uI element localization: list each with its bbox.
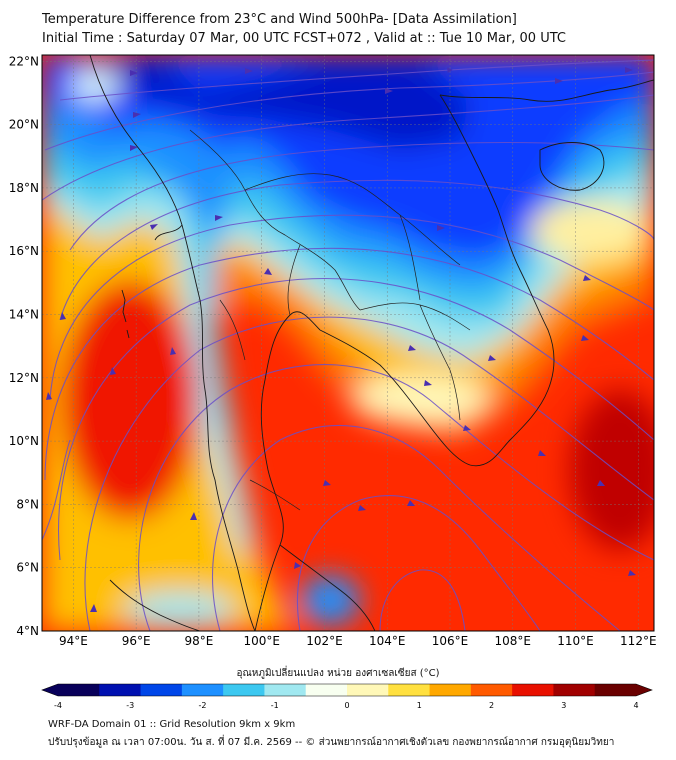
temperature-field bbox=[42, 55, 654, 631]
colorbar-tick-labels: -4 -3 -2 -1 0 1 2 3 4 bbox=[54, 701, 639, 710]
lat-tick-label: 6°N bbox=[16, 561, 39, 575]
colorbar-tick-label: -2 bbox=[199, 701, 207, 710]
colorbar-tick-label: 3 bbox=[561, 701, 566, 710]
lon-tick-label: 106°E bbox=[432, 634, 469, 648]
latitude-tick-labels: 4°N 6°N 8°N 10°N 12°N 14°N 16°N 18°N 20°N 22°N bbox=[9, 54, 39, 638]
coastlines bbox=[89, 55, 654, 631]
lat-tick-label: 20°N bbox=[9, 118, 39, 132]
lon-tick-label: 108°E bbox=[495, 634, 532, 648]
longitude-tick-labels: 94°E 96°E 98°E 100°E 102°E 104°E 106°E 108°E 110… bbox=[59, 634, 657, 648]
chart-title: Temperature Difference from 23°C and Win… bbox=[42, 12, 517, 27]
lon-tick-label: 98°E bbox=[184, 634, 213, 648]
lat-tick-label: 10°N bbox=[9, 434, 39, 448]
lon-tick-label: 96°E bbox=[122, 634, 151, 648]
lon-tick-label: 94°E bbox=[59, 634, 88, 648]
colorbar-tick-label: -4 bbox=[54, 701, 62, 710]
colorbar-tick-label: -1 bbox=[271, 701, 279, 710]
lat-tick-label: 16°N bbox=[9, 244, 39, 258]
colorbar-segment bbox=[305, 684, 348, 696]
colorbar-segment bbox=[58, 684, 100, 696]
colorbar-title: อุณหภูมิเปลี่ยนแปลง หน่วย องศาเซลเซียส (… bbox=[236, 668, 440, 679]
wind-streamlines bbox=[42, 59, 654, 631]
colorbar-segments bbox=[41, 683, 653, 697]
colorbar-segment bbox=[99, 684, 142, 696]
lon-tick-label: 102°E bbox=[306, 634, 343, 648]
colorbar-segment bbox=[388, 684, 431, 696]
colorbar-min-extend bbox=[42, 684, 58, 696]
colorbar-segment bbox=[223, 684, 265, 696]
wind-arrows bbox=[46, 67, 636, 612]
colorbar-segment bbox=[429, 684, 472, 696]
colorbar-tick-label: 1 bbox=[417, 701, 422, 710]
colorbar-segment bbox=[140, 684, 183, 696]
colorbar-frame bbox=[41, 683, 653, 697]
colorbar: -4 -3 -2 -1 0 1 2 3 4 bbox=[41, 683, 653, 710]
footer-model-info: WRF-DA Domain 01 :: Grid Resolution 9km … bbox=[48, 719, 296, 730]
colorbar-segment bbox=[470, 684, 513, 696]
footer-update-info: ปรับปรุงข้อมูล ณ เวลา 07:00น. วัน ส. ที่… bbox=[48, 737, 615, 748]
lat-tick-label: 12°N bbox=[9, 371, 39, 385]
lon-tick-label: 104°E bbox=[369, 634, 406, 648]
country-borders bbox=[189, 129, 471, 511]
colorbar-segment bbox=[181, 684, 224, 696]
colorbar-segment bbox=[553, 684, 596, 696]
lon-tick-label: 110°E bbox=[557, 634, 594, 648]
lat-tick-label: 8°N bbox=[16, 497, 39, 511]
colorbar-tick-label: 4 bbox=[633, 701, 638, 710]
colorbar-tick-label: 2 bbox=[489, 701, 494, 710]
lon-tick-label: 112°E bbox=[620, 634, 657, 648]
lat-tick-label: 14°N bbox=[9, 308, 39, 322]
lat-tick-label: 4°N bbox=[16, 624, 39, 638]
map-frame bbox=[41, 54, 655, 632]
lon-tick-label: 100°E bbox=[243, 634, 280, 648]
colorbar-segment bbox=[347, 684, 389, 696]
colorbar-tick-label: 0 bbox=[344, 701, 349, 710]
colorbar-segment bbox=[594, 684, 637, 696]
colorbar-segment bbox=[512, 684, 554, 696]
colorbar-max-extend bbox=[636, 684, 652, 696]
lat-tick-label: 22°N bbox=[9, 54, 39, 68]
chart-subtitle: Initial Time : Saturday 07 Mar, 00 UTC F… bbox=[42, 31, 566, 46]
colorbar-tick-label: -3 bbox=[126, 701, 134, 710]
colorbar-segment bbox=[264, 684, 307, 696]
lat-tick-label: 18°N bbox=[9, 181, 39, 195]
